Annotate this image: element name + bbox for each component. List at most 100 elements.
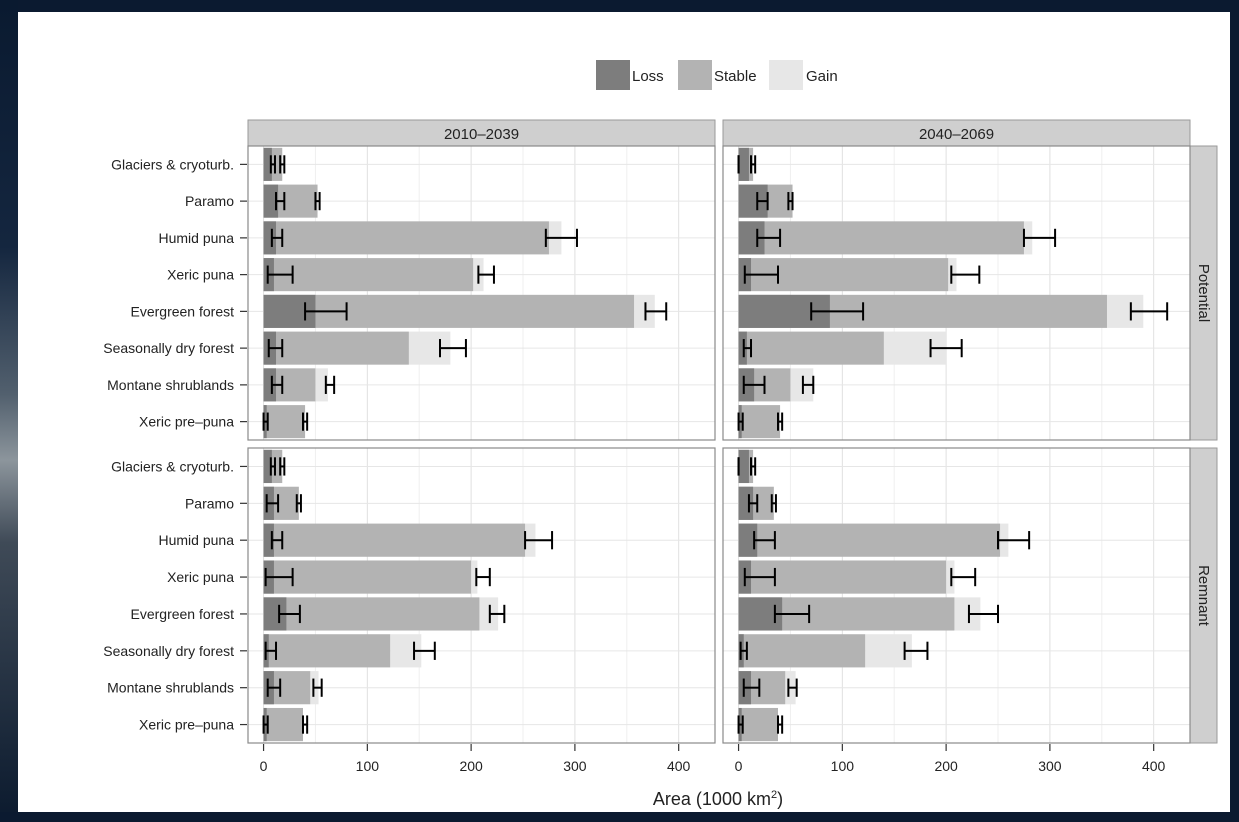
bar-stable	[738, 523, 1001, 557]
errorbar-total	[1129, 302, 1169, 321]
y-tick-label: Paramo	[185, 193, 234, 209]
legend-swatch-gain	[769, 60, 803, 90]
faceted-bar-chart: Loss Stable Gain 2010–2039 2040–2069 Pot…	[103, 60, 1218, 809]
errorbar-total	[279, 457, 286, 476]
errorbar-loss	[262, 715, 269, 734]
errorbar-total	[438, 339, 467, 358]
column-strip-label-2: 2040–2069	[919, 126, 994, 143]
errorbar-loss	[747, 494, 759, 513]
errorbar-loss	[737, 412, 744, 431]
legend-label-gain: Gain	[806, 68, 838, 85]
x-tick-label: 300	[563, 758, 587, 774]
errorbar-loss	[304, 302, 348, 321]
row-strip-1: Potential	[1189, 145, 1218, 441]
panel-border	[722, 447, 1191, 744]
errorbar-loss	[753, 531, 776, 550]
errorbar-total	[777, 715, 784, 734]
bar-gain	[946, 560, 955, 594]
bar-gain	[315, 368, 328, 402]
errorbar-total	[787, 192, 794, 211]
errorbar-loss	[756, 228, 782, 247]
errorbar-total	[950, 265, 981, 284]
errorbar-total	[950, 567, 977, 587]
bar-loss	[738, 449, 749, 484]
x-tick-label: 0	[260, 758, 268, 774]
errorbar-loss	[743, 265, 780, 284]
slide-frame-bottom	[0, 812, 1239, 822]
bar-loss	[738, 147, 749, 181]
bar-loss	[263, 449, 272, 484]
errorbar-total	[750, 457, 757, 476]
errorbar-loss	[269, 155, 276, 174]
bar-stable	[738, 331, 884, 365]
errorbar-loss	[278, 604, 301, 624]
panel-2-2	[722, 447, 1191, 744]
errorbar-total	[903, 641, 929, 660]
errorbar-total	[302, 412, 309, 431]
bar-stable	[738, 405, 781, 439]
errorbar-total	[750, 155, 757, 174]
errorbar-loss	[275, 192, 286, 211]
y-tick-label: Evergreen forest	[131, 606, 235, 622]
errorbar-loss	[262, 412, 269, 431]
errorbar-total	[544, 228, 578, 247]
errorbar-total	[475, 567, 491, 587]
row-strip-2: Remnant	[1189, 447, 1218, 744]
errorbar-loss	[270, 375, 284, 394]
errorbar-total	[770, 494, 777, 513]
bar-gain	[790, 368, 814, 402]
errorbar-total	[295, 494, 302, 513]
y-tick-label: Xeric puna	[167, 569, 234, 585]
errorbar-total	[279, 155, 286, 174]
errorbar-loss	[742, 375, 766, 394]
errorbar-total	[314, 192, 321, 211]
panel-border	[247, 447, 716, 744]
errorbar-loss	[265, 494, 280, 513]
errorbar-loss	[264, 567, 294, 587]
errorbar-total	[524, 531, 554, 550]
bar-stable	[738, 221, 1024, 255]
slide-frame-right	[1230, 0, 1239, 822]
x-tick-label: 200	[459, 758, 483, 774]
bar-loss	[263, 147, 272, 181]
bar-gain	[479, 597, 499, 631]
x-tick-label: 100	[356, 758, 380, 774]
bar-stable	[263, 258, 474, 292]
x-axis-title: Area (1000 km2)	[653, 789, 783, 809]
y-tick-label: Xeric pre–puna	[139, 717, 234, 733]
errorbar-total	[312, 678, 323, 697]
panel-1-1	[247, 145, 716, 441]
errorbar-loss	[269, 457, 276, 476]
y-tick-label: Glaciers & cryoturb.	[111, 156, 234, 172]
errorbar-loss	[267, 339, 284, 358]
bar-stable	[263, 707, 304, 742]
y-tick-label: Humid puna	[159, 532, 235, 548]
bar-loss	[263, 597, 287, 631]
legend-label-loss: Loss	[632, 68, 664, 85]
panel-border	[247, 145, 716, 441]
y-tick-label: Xeric puna	[167, 267, 234, 283]
legend: Loss Stable Gain	[596, 60, 838, 90]
bar-stable	[263, 560, 472, 594]
errorbar-total	[801, 375, 815, 394]
errorbar-loss	[737, 715, 744, 734]
errorbar-loss	[756, 192, 769, 211]
errorbar-total	[413, 641, 436, 660]
x-tick-label: 100	[831, 758, 855, 774]
legend-swatch-stable	[678, 60, 712, 90]
bar-stable	[738, 634, 866, 668]
errorbar-total	[929, 339, 963, 358]
errorbar-loss	[773, 604, 811, 624]
row-strip-label-2: Remnant	[1195, 565, 1212, 627]
slide: Loss Stable Gain 2010–2039 2040–2069 Pot…	[18, 12, 1230, 812]
errorbar-total	[787, 678, 798, 697]
errorbar-total	[488, 604, 506, 624]
y-tick-label: Paramo	[185, 495, 234, 511]
errorbar-total	[997, 531, 1031, 550]
errorbar-total	[324, 375, 336, 394]
errorbar-total	[477, 265, 495, 284]
panel-1-2	[247, 447, 716, 744]
legend-label-stable: Stable	[714, 68, 757, 85]
panel-border	[722, 145, 1191, 441]
x-tick-label: 300	[1038, 758, 1062, 774]
